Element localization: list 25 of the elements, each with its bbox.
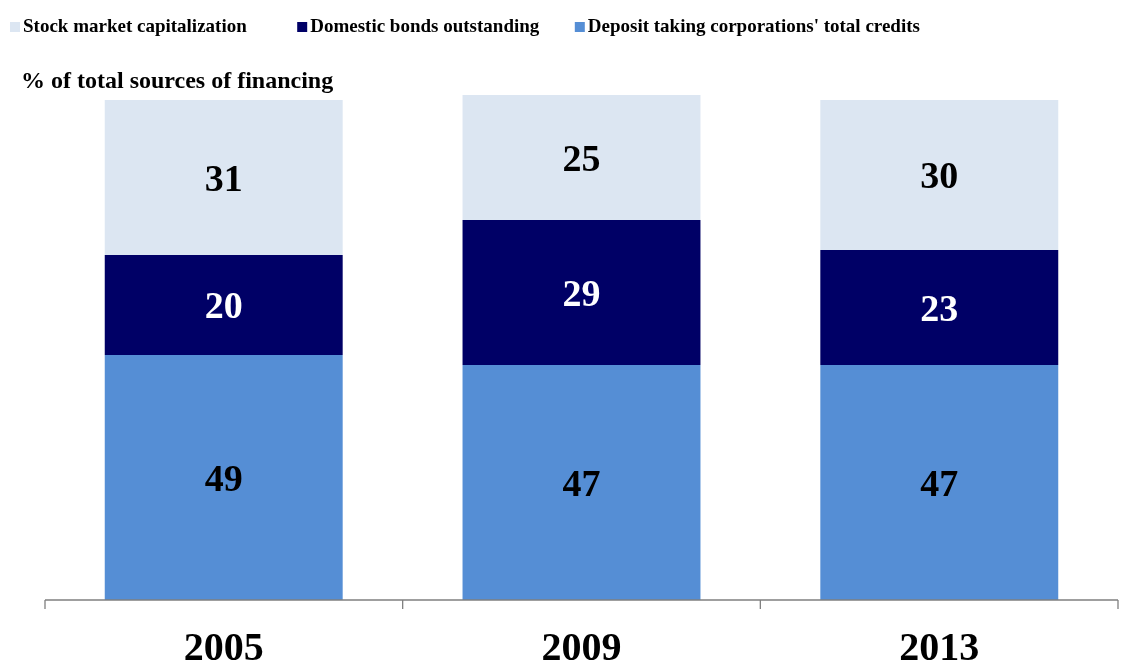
bar	[820, 250, 1059, 365]
bar	[462, 220, 701, 365]
legend-label: Domestic bonds outstanding	[310, 15, 540, 36]
legend-label: Stock market capitalization	[23, 15, 248, 36]
y-axis-title: % of total sources of financing	[21, 67, 334, 93]
x-tick-label: 2009	[541, 624, 622, 668]
data-label: 20	[204, 284, 243, 327]
data-label: 47	[920, 461, 959, 504]
data-label: 31	[204, 156, 243, 199]
legend-label: Deposit taking corporations' total credits	[587, 15, 920, 36]
bar	[462, 95, 701, 220]
data-label: 49	[204, 456, 243, 499]
data-label: 23	[920, 286, 959, 329]
bar	[820, 100, 1059, 250]
x-tick-label: 2005	[183, 624, 264, 668]
data-label: 29	[562, 271, 601, 314]
bar	[104, 100, 343, 255]
bar	[104, 255, 343, 355]
bar	[820, 365, 1059, 600]
data-label: 25	[562, 136, 601, 179]
bar	[104, 355, 343, 600]
bar	[462, 365, 701, 600]
data-label: 47	[562, 461, 601, 504]
data-label: 30	[920, 154, 959, 197]
x-tick-label: 2013	[899, 624, 980, 668]
